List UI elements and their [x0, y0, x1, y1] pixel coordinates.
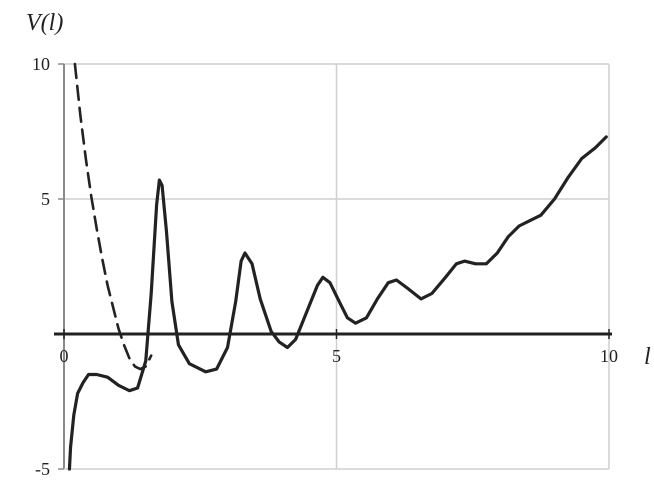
x-tick-label-0: 0	[60, 346, 69, 366]
axes	[54, 63, 612, 470]
x-tick-label-10: 10	[600, 346, 618, 366]
grid	[64, 63, 610, 469]
labels: V(l) l	[26, 10, 651, 370]
solid-series-line	[67, 135, 608, 471]
y-axis-label: V(l)	[26, 10, 63, 36]
y-tick-label--5: -5	[35, 459, 50, 479]
y-tick-label-5: 5	[41, 189, 50, 209]
tick-labels: 0 5 10 -5 5 10	[32, 54, 618, 479]
x-axis-label: l	[644, 344, 651, 370]
series-layer	[67, 62, 608, 471]
x-tick-label-5: 5	[332, 346, 341, 366]
dashed-series-line	[73, 62, 153, 371]
y-tick-label-10: 10	[32, 54, 50, 74]
